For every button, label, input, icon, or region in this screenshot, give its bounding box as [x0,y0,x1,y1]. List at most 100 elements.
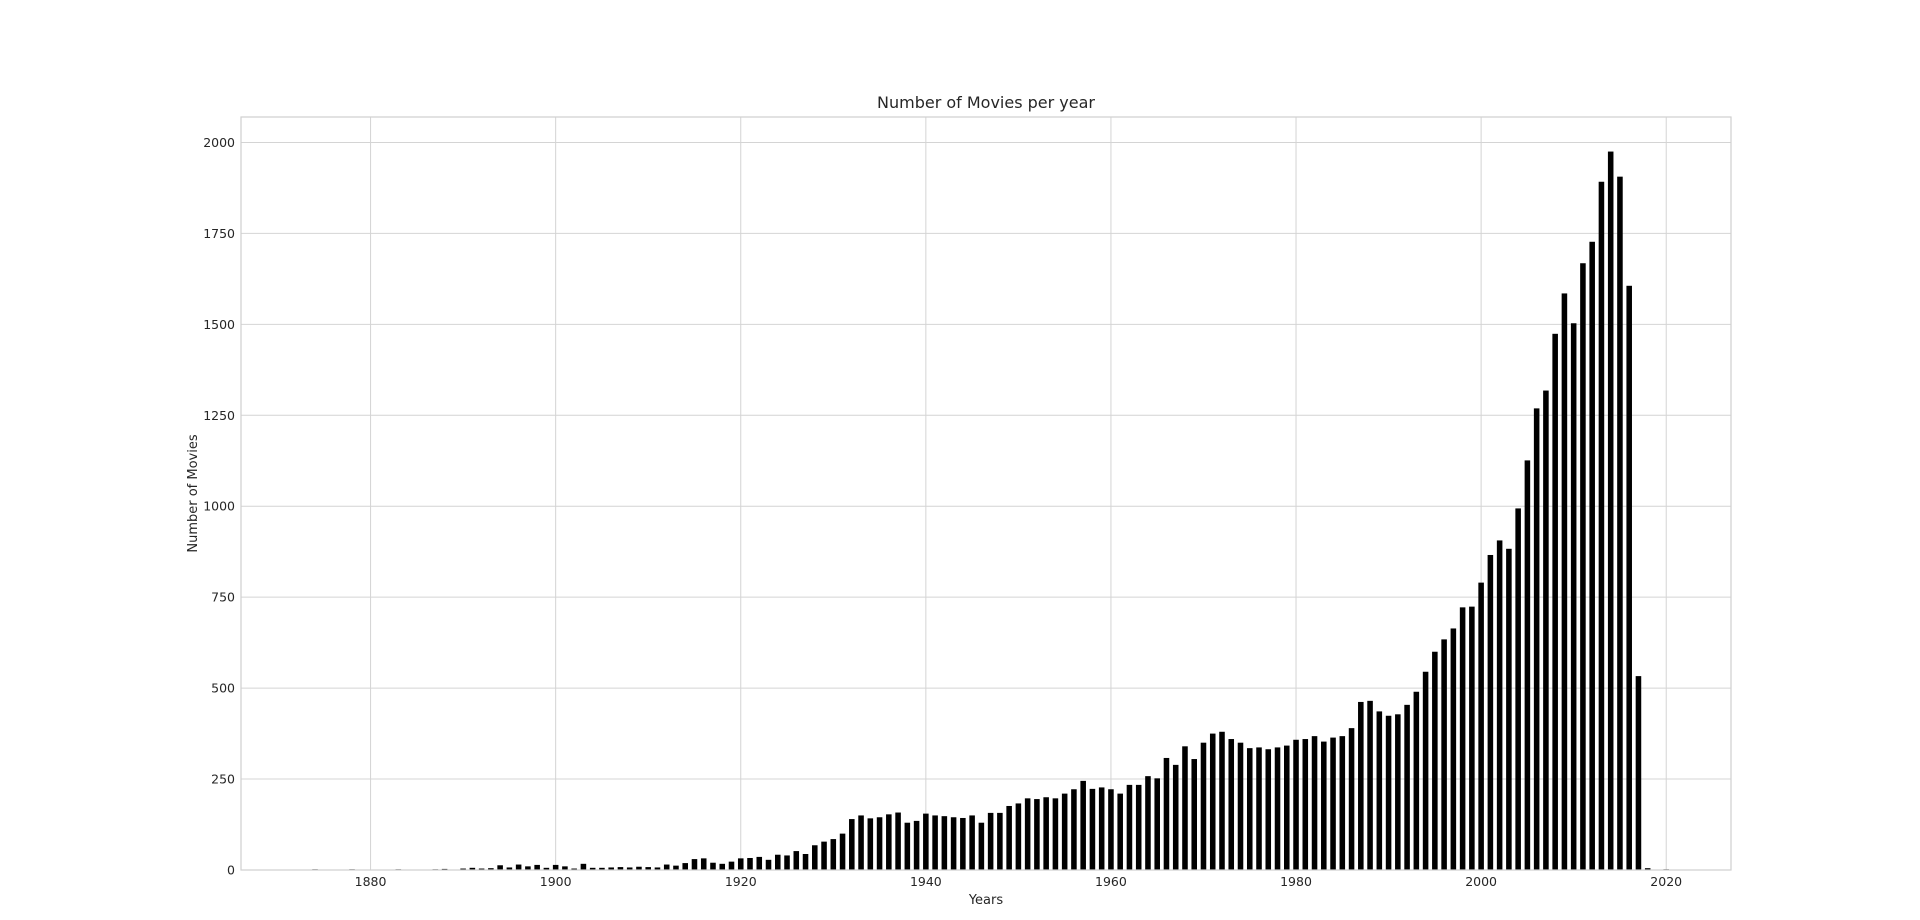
x-axis-label: Years [968,893,1004,908]
bar [1219,731,1225,870]
bar [700,858,707,870]
bar [599,867,605,870]
bar [913,820,920,870]
bar [617,867,624,870]
bar [1302,739,1309,870]
bar [774,854,781,870]
x-tick-label: 1920 [725,874,757,889]
bar [1561,293,1568,870]
bar [821,841,827,870]
bar [1598,181,1605,870]
bar [654,867,661,870]
bar [1311,736,1318,870]
bar [552,864,559,870]
bar [950,817,957,870]
bar [1570,323,1577,870]
bar [1321,741,1327,870]
bar [636,866,642,870]
x-tick-label: 1980 [1280,874,1312,889]
bar [904,822,911,870]
bar [719,863,726,870]
bar [1006,805,1012,870]
bar [1200,742,1207,870]
y-tick-label: 2000 [203,135,235,150]
bar [969,815,975,870]
y-tick-label: 500 [211,681,235,696]
bar [580,863,587,870]
bar [1506,548,1512,870]
y-tick-label: 750 [211,590,235,605]
bar [1496,540,1503,870]
bar [1422,671,1429,870]
x-tick-label: 2000 [1465,874,1497,889]
bar [1330,737,1336,870]
bar [1376,711,1383,870]
y-tick-label: 250 [211,772,235,787]
bar [1441,639,1447,870]
bar [1626,285,1632,870]
tick-labels: 0 250 500 750 1000 1250 1500 1750 2000 1880 1900 19… [203,135,1682,889]
bar [1274,747,1281,870]
bar [1265,749,1272,870]
bar [1246,748,1253,870]
y-tick-label: 1000 [203,499,235,514]
bar [515,864,522,870]
bar [1478,582,1484,870]
bar [1284,745,1290,870]
bar [645,867,651,870]
bar [737,858,744,870]
bar [1385,715,1392,870]
bar [923,813,929,870]
bar [626,867,633,870]
bar [525,866,531,870]
bar [691,859,698,870]
bar [682,863,688,870]
bar [830,839,837,870]
plot-frame [240,116,1732,871]
bar [1135,784,1142,870]
bar [1024,798,1031,870]
bar [1617,176,1623,871]
bar [960,817,966,870]
bar [1126,784,1133,870]
x-tick-label: 1960 [1095,874,1127,889]
bar [1080,780,1086,870]
y-tick-label: 1250 [203,408,235,423]
bar [728,861,735,870]
bar [1348,728,1355,870]
bar [710,862,716,870]
bar [886,814,892,870]
bar [1163,757,1170,870]
bar [839,833,846,870]
y-tick-label: 1750 [203,226,235,241]
x-tick-label: 1940 [910,874,942,889]
bar [1043,797,1049,870]
bar [1469,606,1475,870]
bar [812,845,818,870]
bar [1413,691,1420,870]
gridlines [241,117,1731,871]
bar [1339,736,1346,870]
x-tick-label: 1900 [540,874,572,889]
bar [1459,607,1466,870]
bar [460,868,466,870]
x-tick-label: 2020 [1650,874,1682,889]
bar [987,812,994,870]
bar [1358,701,1364,870]
bar [1172,764,1179,870]
bar [663,864,670,870]
bar [1117,793,1123,870]
bar [1644,868,1651,870]
bar [1209,733,1216,870]
bar [941,816,948,870]
bar [1256,747,1262,870]
bar [1580,263,1586,871]
bar [1524,460,1531,870]
bar [876,817,883,870]
bar [562,866,568,870]
bar [747,857,753,870]
bar [1432,651,1438,870]
bar [978,822,985,870]
bar [1052,798,1059,870]
